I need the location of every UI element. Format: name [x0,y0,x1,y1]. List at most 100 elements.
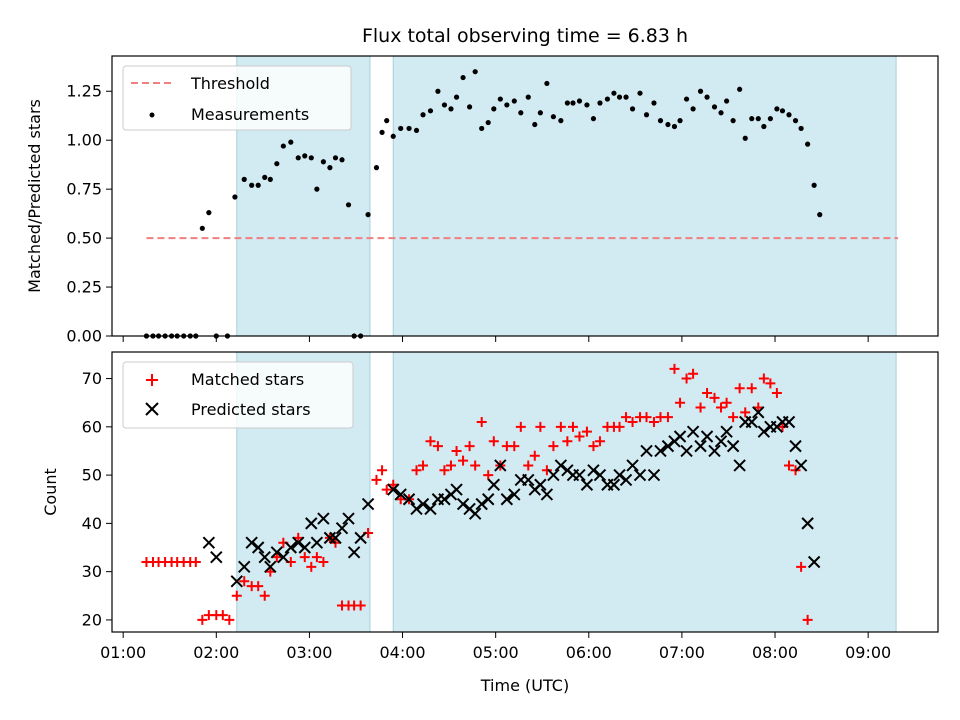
top-y-ticks: 0.00 0.25 0.50 0.75 1.00 1.25 [66,82,112,346]
predicted-star-point [323,531,337,545]
predicted-star-point [335,521,349,535]
measurement-point [274,161,280,167]
top-legend-box [122,65,352,131]
predicted-star-point [342,512,355,525]
y-tick-label: 70 [82,369,102,388]
predicted-star-point [456,497,470,511]
matched-star-point [702,388,713,399]
predicted-star-point [317,512,330,525]
predicted-star-point [475,497,488,511]
matched-star-point [675,397,686,408]
matched-star-point [541,465,552,476]
measurement-point [604,96,611,102]
matched-star-point [621,412,632,423]
matched-star-point [746,383,757,394]
matched-star-point [548,441,559,452]
predicted-star-point [305,517,318,530]
predicted-star-point [394,488,407,501]
matched-star-point [740,407,751,418]
predicted-star-point [752,406,765,419]
predicted-star-point [354,531,367,545]
measurement-point [249,182,255,188]
predicted-star-point [410,502,423,516]
measurement-point [460,74,466,81]
matched-star-point [259,590,270,601]
matched-star-point [562,436,573,447]
measurement-point [302,153,308,159]
matched-star-point [418,460,429,471]
predicted-star-point [468,507,482,520]
matched-star-point [716,402,727,413]
measurement-point [737,86,743,92]
matched-star-point [293,532,304,543]
predicted-star-point [347,546,361,559]
observing-intervals-bottom [236,351,897,633]
observing-interval-2 [392,55,897,337]
measurement-point [390,133,396,139]
matched-star-point [271,552,282,563]
top-legend: Threshold Measurements [122,65,352,131]
predicted-star-point [654,444,667,458]
predicted-star-point [680,444,693,458]
chart-title: Flux total observing time = 6.83 h [362,25,688,47]
predicted-star-point [647,468,661,482]
predicted-star-point [633,468,647,482]
predicted-star-point [487,478,501,491]
measurement-point [690,106,696,112]
predicted-star-point [210,550,223,564]
measurement-point [798,125,804,132]
measurement-point [558,118,564,124]
x-tick-label: 07:00 [659,643,705,662]
matched-star-point [771,388,782,399]
predicted-star-point [438,493,451,506]
x-tick-label: 01:00 [100,643,146,662]
predicted-star-point [522,473,535,487]
matched-star-point [574,431,585,442]
measurement-point [504,102,510,108]
measurement-point [651,100,657,106]
measurement-point [657,118,664,124]
measurement-point [532,121,538,128]
matched-star-point [753,402,764,413]
measurement-point [623,94,629,100]
matched-star-point [709,392,720,403]
matched-star-point [614,421,625,432]
matched-star-point [464,441,475,452]
predicted-star-point [607,478,621,491]
measurement-point [749,116,755,122]
matched-star-point [306,561,317,572]
matched-legend-swatch [146,374,158,386]
matched-star-point [476,417,487,427]
measurement-point [704,94,710,100]
matched-star-point [648,417,659,427]
matched-star-point [224,614,235,625]
predicted-star-point [700,430,714,443]
matched-star-point [721,397,732,408]
predicted-star-point [587,464,600,477]
predicted-star-point [424,502,437,516]
measurement-point [616,94,623,100]
predicted-star-point [686,425,700,438]
y-tick-label: 0.75 [66,180,102,199]
matched-star-point [439,465,450,476]
predicted-star-point [745,415,758,429]
measurement-point [718,110,724,116]
matched-star-point [509,441,520,452]
predicted-star-point [661,439,675,453]
measurement-point [786,112,792,118]
bottom-legend-box [122,361,354,429]
measurement-point [206,210,212,216]
predicted-star-point [450,483,463,496]
predicted-star-point [694,439,707,453]
matched-star-point [425,436,436,447]
bottom-y-ticks: 20 30 40 50 60 70 [82,369,112,629]
measurement-point [671,123,678,130]
measurement-point [406,125,412,132]
x-tick-label: 02:00 [193,643,239,662]
measurement-point [332,155,339,161]
predicted-star-point [500,493,514,506]
measurement-point [730,118,736,124]
x-tick-label: 03:00 [286,643,332,662]
measurement-point [497,96,503,102]
